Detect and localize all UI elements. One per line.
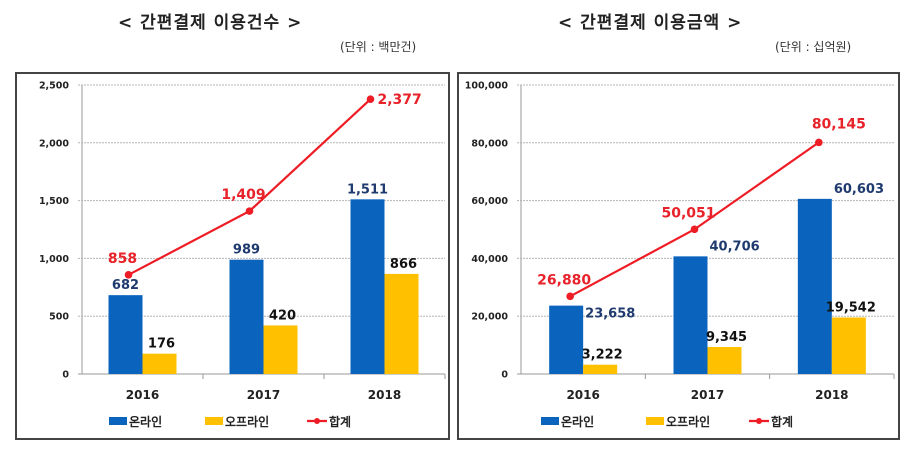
data-label-total: 80,145 [812, 116, 866, 132]
bar-offline [384, 273, 419, 374]
legend-label-online: 온라인 [129, 414, 162, 429]
data-label-offline: 9,345 [706, 330, 747, 345]
legend-marker-total [314, 418, 320, 424]
legend-swatch-offline [205, 417, 223, 425]
x-tick-label: 2017 [247, 388, 280, 402]
point-total [815, 138, 823, 147]
chart-1-panel: 0 500 1,000 1,500 2,000 2,500 682 176 2016 989 420… [15, 72, 450, 440]
data-label-online: 23,658 [585, 307, 635, 322]
bar-offline [142, 353, 177, 374]
data-label-online: 40,706 [710, 239, 760, 254]
chart-2-title: < 간편결제 이용금액 > [558, 13, 743, 33]
data-label-offline: 19,542 [826, 301, 876, 316]
y-tick-label: 0 [62, 370, 69, 381]
data-label-offline: 420 [269, 308, 296, 323]
data-label-online: 989 [233, 243, 260, 258]
bar-online [797, 198, 832, 374]
data-label-offline: 3,222 [582, 348, 623, 363]
bar-offline [707, 346, 742, 374]
data-label-offline: 866 [390, 257, 417, 272]
data-label-total: 2,377 [378, 92, 422, 108]
point-total [566, 292, 574, 301]
data-label-total: 858 [108, 251, 137, 267]
point-total [690, 225, 699, 234]
legend-label-offline: 오프라인 [225, 414, 269, 429]
data-label-total: 1,409 [221, 187, 265, 203]
data-label-online: 60,603 [834, 182, 884, 197]
bar-online [673, 256, 708, 374]
y-tick-label: 1,500 [39, 196, 69, 207]
chart-1-svg: 0 500 1,000 1,500 2,000 2,500 682 176 2016 989 420… [39, 81, 446, 429]
data-label-online: 682 [112, 278, 139, 293]
y-tick-label: 60,000 [471, 196, 508, 207]
data-label-online: 1,511 [347, 182, 388, 197]
x-tick-label: 2016 [126, 388, 159, 402]
bar-offline [263, 325, 298, 374]
x-tick-label: 2017 [691, 388, 724, 402]
legend-swatch-online [109, 417, 127, 425]
y-tick-label: 40,000 [471, 254, 508, 265]
point-total [124, 271, 133, 279]
y-tick-label: 2,000 [39, 138, 69, 149]
data-label-offline: 176 [148, 337, 175, 352]
legend-marker-total [756, 418, 762, 424]
bar-online [108, 295, 143, 374]
legend-label-total: 합계 [329, 414, 351, 429]
data-label-total: 26,880 [537, 272, 591, 288]
legend-label-online: 온라인 [561, 414, 594, 429]
chart-2-unit: (단위 : 십억원) [775, 40, 852, 54]
y-tick-label: 2,500 [39, 81, 69, 92]
bar-offline [583, 364, 618, 374]
legend-swatch-online [541, 417, 559, 425]
y-tick-label: 1,000 [39, 254, 69, 265]
y-tick-label: 80,000 [471, 138, 508, 149]
legend-label-total: 합계 [771, 414, 793, 429]
chart-1-title: < 간편결제 이용건수 > [118, 13, 303, 33]
chart-1-unit: (단위 : 백만건) [340, 40, 417, 54]
x-tick-label: 2016 [566, 388, 599, 402]
y-tick-label: 0 [501, 370, 508, 381]
x-tick-label: 2018 [368, 388, 401, 402]
bar-online [549, 305, 584, 374]
y-tick-label: 100,000 [465, 81, 509, 92]
y-tick-label: 500 [49, 312, 69, 323]
y-tick-label: 20,000 [471, 312, 508, 323]
bar-online [350, 199, 385, 374]
legend-label-offline: 오프라인 [666, 414, 710, 429]
bar-online [229, 259, 264, 374]
legend-swatch-offline [646, 417, 664, 425]
point-total [366, 95, 375, 104]
chart-2-svg: 0 20,000 40,000 60,000 80,000 100,000 23,658 3,… [465, 81, 895, 429]
chart-2-panel: 0 20,000 40,000 60,000 80,000 100,000 23,658 3,… [457, 72, 900, 440]
x-tick-label: 2018 [815, 388, 848, 402]
point-total [245, 207, 254, 215]
data-label-total: 50,051 [661, 205, 715, 221]
bar-offline [831, 317, 866, 374]
